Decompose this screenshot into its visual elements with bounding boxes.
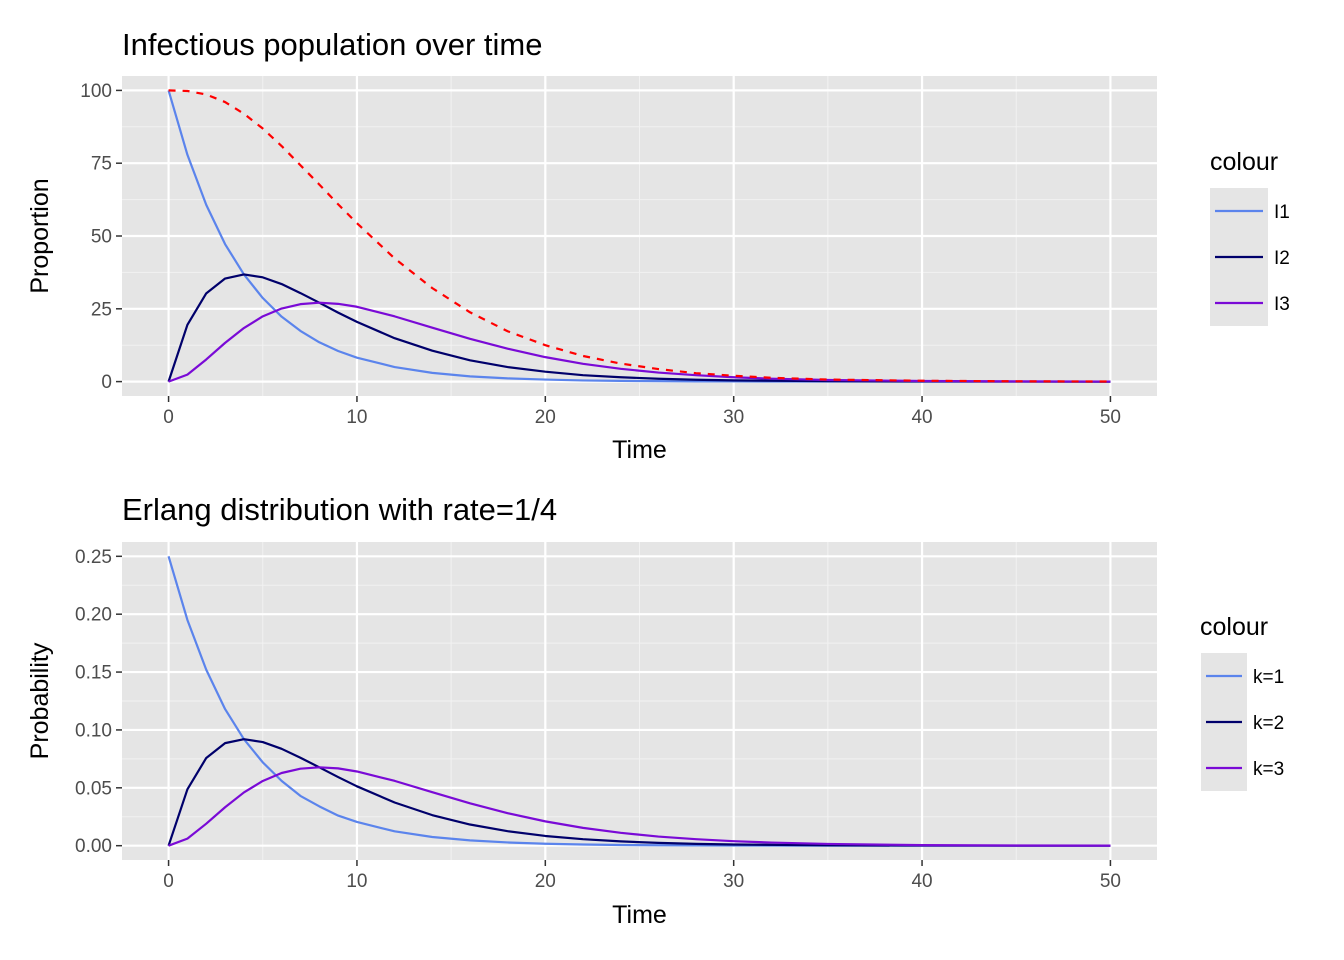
series-line-k-2 bbox=[167, 738, 1111, 847]
y-tick-label: 0.05 bbox=[75, 778, 112, 799]
chart-title: Infectious population over time bbox=[122, 27, 542, 62]
legend-label: k=1 bbox=[1253, 667, 1284, 688]
y-tick-label: 0.00 bbox=[75, 836, 112, 857]
chart-1: Infectious population over time 0 10 20 30 40… bbox=[26, 27, 1290, 464]
x-tick-label: 40 bbox=[911, 407, 932, 428]
y-tick-label: 50 bbox=[91, 227, 112, 248]
x-tick-label: 20 bbox=[535, 871, 556, 892]
y-tick-label: 0.20 bbox=[75, 605, 112, 626]
x-tick-label: 20 bbox=[535, 407, 556, 428]
x-axis-title: Time bbox=[612, 436, 667, 464]
legend-label: I1 bbox=[1274, 202, 1290, 223]
series-line-i2 bbox=[167, 273, 1111, 383]
x-tick-label: 30 bbox=[723, 871, 744, 892]
x-tick-label: 50 bbox=[1100, 407, 1121, 428]
y-axis-title: Proportion bbox=[26, 178, 54, 293]
legend-label: I3 bbox=[1274, 294, 1290, 315]
x-tick-label: 40 bbox=[911, 871, 932, 892]
chart-2: Erlang distribution with rate=1/4 0 10 20 30… bbox=[26, 492, 1284, 929]
series-line-dashed-3 bbox=[168, 89, 1111, 383]
legend-label: I2 bbox=[1274, 248, 1290, 269]
y-tick-label: 0.15 bbox=[75, 663, 112, 684]
y-tick-label: 0.10 bbox=[75, 720, 112, 741]
y-tick-label: 0 bbox=[101, 372, 112, 393]
y-tick-label: 75 bbox=[91, 154, 112, 175]
x-tick-label: 0 bbox=[163, 871, 174, 892]
x-tick-label: 0 bbox=[163, 407, 174, 428]
x-tick-label: 50 bbox=[1100, 871, 1121, 892]
chart-title: Erlang distribution with rate=1/4 bbox=[122, 492, 557, 527]
x-tick-label: 10 bbox=[346, 871, 367, 892]
x-axis-title: Time bbox=[612, 901, 667, 929]
x-tick-label: 30 bbox=[723, 407, 744, 428]
legend-label: k=3 bbox=[1253, 759, 1284, 780]
legend-title: colour bbox=[1200, 613, 1268, 641]
series-line-k-3 bbox=[168, 766, 1111, 847]
x-tick-label: 10 bbox=[346, 407, 367, 428]
y-tick-label: 100 bbox=[80, 81, 112, 102]
y-axis-title: Probability bbox=[26, 642, 54, 759]
legend-label: k=2 bbox=[1253, 713, 1284, 734]
y-tick-label: 0.25 bbox=[75, 547, 112, 568]
legend-title: colour bbox=[1210, 148, 1278, 176]
y-tick-label: 25 bbox=[91, 299, 112, 320]
